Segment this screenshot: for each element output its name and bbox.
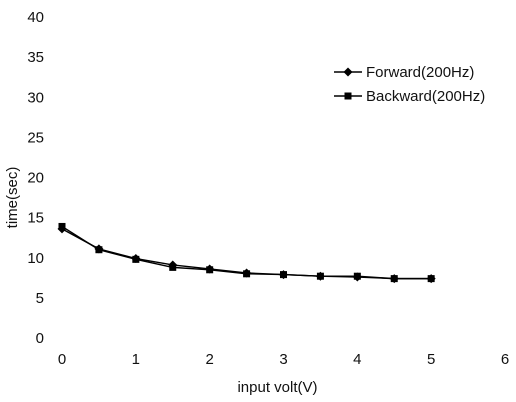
series-2: [58, 222, 435, 283]
x-tick-label: 4: [353, 351, 361, 368]
x-axis-ticks: 0 1 2 3 4 5 6: [58, 351, 509, 368]
legend-label: Forward(200Hz): [366, 64, 474, 81]
y-tick-label: 35: [27, 49, 44, 66]
data-point: [243, 270, 251, 278]
data-point: [280, 271, 287, 279]
data-point: [390, 275, 398, 283]
data-point: [316, 272, 324, 280]
x-tick-label: 3: [279, 351, 287, 368]
y-tick-label: 0: [36, 330, 44, 347]
x-tick-label: 6: [501, 351, 509, 368]
data-point: [132, 255, 140, 263]
legend: Forward(200Hz) Backward(200Hz): [334, 64, 485, 105]
x-tick-label: 1: [132, 351, 140, 368]
series-layer: [57, 222, 436, 284]
y-tick-label: 15: [27, 210, 44, 227]
x-tick-label: 0: [58, 351, 66, 368]
y-tick-label: 30: [27, 89, 44, 106]
data-point: [206, 266, 214, 274]
data-point: [95, 246, 103, 254]
y-tick-label: 10: [27, 250, 44, 267]
data-point: [58, 222, 66, 230]
data-point: [353, 272, 361, 280]
legend-item: Forward(200Hz): [334, 64, 474, 81]
y-tick-label: 20: [27, 170, 44, 187]
x-axis-label: input volt(V): [237, 379, 317, 396]
legend-marker: [344, 92, 352, 100]
y-tick-label: 5: [36, 290, 44, 307]
data-point: [427, 275, 435, 283]
y-axis-label: time(sec): [4, 167, 21, 229]
y-axis-ticks: 0 5 10 15 20 25 30 35 40: [27, 9, 44, 347]
data-point: [169, 263, 177, 271]
legend-label: Backward(200Hz): [366, 88, 485, 105]
x-tick-label: 2: [205, 351, 213, 368]
y-tick-label: 25: [27, 129, 44, 146]
y-tick-label: 40: [27, 9, 44, 26]
x-tick-label: 5: [427, 351, 435, 368]
legend-item: Backward(200Hz): [334, 88, 485, 105]
legend-marker: [343, 67, 353, 77]
